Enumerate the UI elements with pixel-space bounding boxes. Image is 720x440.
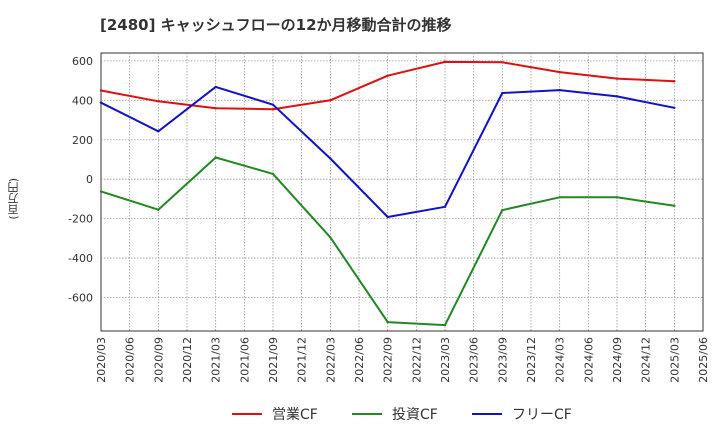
series-point: [501, 208, 504, 212]
x-tick-label: 2024/09: [611, 337, 624, 383]
legend-label: 営業CF: [272, 407, 318, 423]
x-tick-label: 2020/06: [124, 337, 137, 383]
series-point: [558, 88, 561, 92]
series-point: [386, 320, 389, 324]
x-tick-label: 2025/03: [668, 337, 681, 383]
series-point: [157, 208, 160, 211]
series-point: [673, 106, 676, 110]
y-tick-label: 400: [72, 94, 93, 107]
y-tick-label: 600: [72, 55, 93, 68]
series-point: [157, 130, 160, 133]
legend-label: 投資CF: [392, 407, 438, 423]
series-point: [329, 236, 332, 239]
series-point: [443, 205, 447, 208]
grid-layer: [100, 52, 704, 332]
series-point: [558, 70, 561, 74]
y-tick-label: -200: [68, 213, 93, 226]
legend-label: フリーCF: [512, 407, 572, 423]
series-point: [99, 89, 103, 92]
x-tick-label: 2021/12: [296, 337, 309, 383]
y-tick-label: 0: [86, 173, 93, 186]
legend: 営業CF 投資CF フリーCF: [232, 407, 572, 423]
y-tick-label: 200: [72, 134, 93, 147]
series-point: [214, 107, 217, 110]
series-point: [271, 103, 275, 106]
x-tick-label: 2020/12: [181, 337, 194, 383]
x-tick-label: 2022/12: [410, 337, 423, 383]
chart-title: [2480] キャッシュフローの12か月移動合計の推移: [100, 16, 452, 34]
x-tick-label: 2020/09: [152, 337, 165, 383]
series-point: [443, 323, 447, 327]
series-point: [558, 196, 561, 199]
series-point: [615, 77, 619, 80]
x-tick-label: 2023/12: [525, 337, 538, 383]
series-point: [501, 91, 504, 95]
x-tick-label: 2020/03: [95, 337, 108, 383]
series-layer: [99, 60, 676, 327]
series-point: [329, 157, 332, 160]
series-point: [329, 99, 332, 102]
series-point: [157, 100, 160, 103]
x-tick-label: 2023/06: [468, 337, 481, 383]
series-point: [443, 60, 447, 64]
series-point: [615, 95, 619, 98]
x-tick-label: 2025/06: [697, 337, 710, 383]
series-point: [501, 61, 504, 64]
y-tick-label: -400: [68, 252, 93, 265]
x-tick-label: 2023/03: [439, 337, 452, 383]
series-point: [386, 74, 389, 77]
series-point: [615, 196, 619, 199]
x-tick-label: 2024/06: [582, 337, 595, 383]
x-tick-label: 2022/09: [382, 337, 395, 383]
series-point: [673, 204, 676, 208]
series-point: [271, 172, 275, 176]
series-point: [386, 215, 389, 219]
x-tick-label: 2021/06: [238, 337, 251, 383]
series-point: [99, 190, 103, 193]
axis-layer: 600 400 200 0 -200 -400 -600 2020/03 2020/06 2020…: [68, 55, 710, 383]
series-point: [271, 107, 275, 111]
x-tick-label: 2022/06: [353, 337, 366, 383]
plot-frame: [100, 52, 704, 332]
x-tick-label: 2024/03: [554, 337, 567, 383]
x-tick-label: 2022/03: [324, 337, 337, 383]
series-point: [673, 79, 676, 83]
x-tick-label: 2021/09: [267, 337, 280, 383]
series-point: [214, 156, 217, 159]
x-tick-label: 2023/09: [496, 337, 509, 383]
series-point: [214, 85, 217, 89]
y-tick-label: -600: [68, 291, 93, 304]
x-tick-label: 2021/03: [210, 337, 223, 383]
series-point: [99, 101, 103, 104]
x-tick-label: 2024/12: [640, 337, 653, 383]
